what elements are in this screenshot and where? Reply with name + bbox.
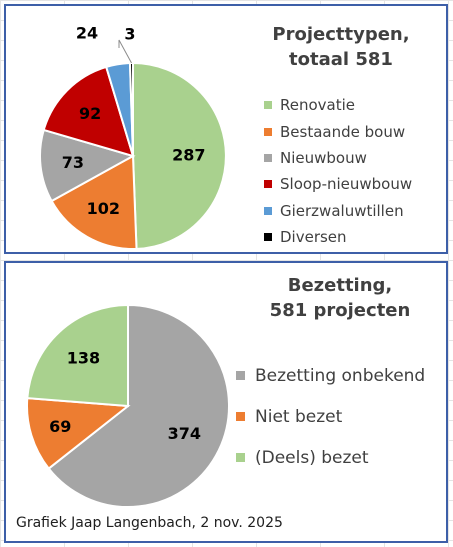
- legend-label: Nieuwbouw: [280, 148, 367, 167]
- chart-credit: Grafiek Jaap Langenbach, 2 nov. 2025: [16, 515, 283, 531]
- legend-swatch: [236, 371, 245, 380]
- pie-slice-renovatie: [132, 61, 227, 250]
- legend-entry-sloop-nieuwbouw: Sloop-nieuwbouw: [264, 171, 412, 197]
- legend-label: Gierzwaluwtillen: [280, 201, 404, 220]
- legend-entry-niet-bezet: Niet bezet: [236, 396, 425, 437]
- bezetting-chart-panel: 374 69 138 Bezetting, 581 projecten Bezett…: [4, 261, 448, 543]
- legend: Renovatie Bestaande bouw Nieuwbouw Sloop…: [264, 92, 412, 250]
- legend-entry-deels-bezet: (Deels) bezet: [236, 437, 425, 478]
- data-label-niet-bezet: 69: [49, 417, 71, 436]
- data-label-sloop-nieuwbouw: 92: [79, 104, 101, 123]
- legend-swatch: [264, 180, 272, 189]
- data-label-gierzwaluwtillen: 24: [76, 24, 98, 43]
- pie-slice-niet-bezet: [26, 397, 131, 470]
- data-label-bezetting-onbekend: 374: [168, 424, 201, 443]
- legend-swatch: [264, 233, 272, 242]
- legend-entry-renovatie: Renovatie: [264, 92, 412, 118]
- legend-label: Renovatie: [280, 96, 356, 115]
- pie-slice-bestaande-bouw: [50, 154, 138, 250]
- pie-slice-sloop-nieuwbouw: [42, 65, 135, 158]
- chart-title-line-2: 581 projecten: [269, 300, 411, 321]
- legend-label: Diversen: [280, 228, 347, 247]
- data-label-renovatie: 287: [172, 145, 205, 164]
- projecttypen-chart-panel: 287 102 73 92 24 3 Projecttypen, totaal 581 R…: [4, 4, 448, 254]
- pie-slice-deels-bezet: [26, 303, 129, 408]
- legend-label: (Deels) bezet: [255, 447, 369, 468]
- pie-slice-diversen: [128, 61, 134, 157]
- pie-slice-bezetting-onbekend: [47, 303, 231, 508]
- projecttypen-pie: 287 102 73 92 24 3: [39, 24, 227, 250]
- legend-swatch: [264, 101, 272, 110]
- legend-swatch: [236, 453, 245, 462]
- legend-entry-bezetting-onbekend: Bezetting onbekend: [236, 355, 425, 396]
- legend-entry-bestaande-bouw: Bestaande bouw: [264, 118, 412, 144]
- legend-swatch: [264, 206, 272, 215]
- chart-title: Projecttypen, totaal 581: [261, 22, 421, 72]
- legend-swatch: [264, 127, 272, 136]
- chart-title-line-2: totaal 581: [289, 49, 393, 70]
- legend-label: Niet bezet: [255, 406, 343, 427]
- data-label-diversen: 3: [124, 25, 135, 44]
- leader-line: [118, 39, 132, 64]
- chart-title-line-1: Bezetting,: [287, 275, 393, 296]
- legend-entry-gierzwaluwtillen: Gierzwaluwtillen: [264, 198, 412, 224]
- data-label-nieuwbouw: 73: [62, 153, 84, 172]
- legend-entry-nieuwbouw: Nieuwbouw: [264, 145, 412, 171]
- chart-title: Bezetting, 581 projecten: [250, 273, 430, 323]
- legend-swatch: [264, 153, 272, 162]
- chart-title-line-1: Projecttypen,: [272, 24, 410, 45]
- legend: Bezetting onbekend Niet bezet (Deels) be…: [236, 355, 425, 478]
- data-label-deels-bezet: 138: [67, 348, 100, 367]
- pie-slice-nieuwbouw: [39, 128, 136, 203]
- legend-label: Bezetting onbekend: [255, 365, 426, 386]
- legend-label: Bestaande bouw: [280, 122, 406, 141]
- data-label-bestaande-bouw: 102: [87, 199, 120, 218]
- bezetting-pie: 374 69 138: [26, 303, 231, 508]
- legend-swatch: [236, 412, 245, 421]
- legend-label: Sloop-nieuwbouw: [280, 175, 413, 194]
- legend-entry-diversen: Diversen: [264, 224, 412, 250]
